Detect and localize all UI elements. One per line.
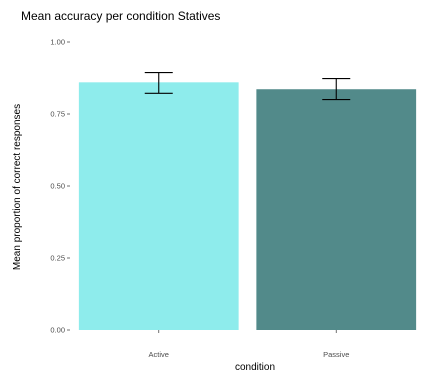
chart-title: Mean accuracy per condition Statives	[21, 9, 220, 23]
y-tick-label: 0.25	[50, 254, 65, 263]
y-axis: 0.00 0.25 0.50 0.75 1.00	[50, 38, 70, 335]
bar-active	[78, 82, 239, 330]
y-tick-label: 0.00	[50, 326, 65, 335]
bars	[78, 82, 417, 331]
x-axis: Active Passive	[149, 330, 349, 359]
error-bar-passive	[322, 78, 351, 101]
y-tick-label: 0.75	[50, 110, 65, 119]
y-axis-title: Mean proportion of correct responses	[12, 104, 23, 270]
x-tick-label: Passive	[323, 350, 349, 359]
y-tick-label: 0.50	[50, 182, 65, 191]
error-bars	[144, 71, 351, 101]
error-bar-active	[144, 71, 173, 94]
x-axis-title: condition	[235, 362, 275, 373]
y-tick-label: 1.00	[50, 38, 65, 47]
x-tick-label: Active	[149, 350, 169, 359]
bar-passive	[256, 89, 417, 331]
